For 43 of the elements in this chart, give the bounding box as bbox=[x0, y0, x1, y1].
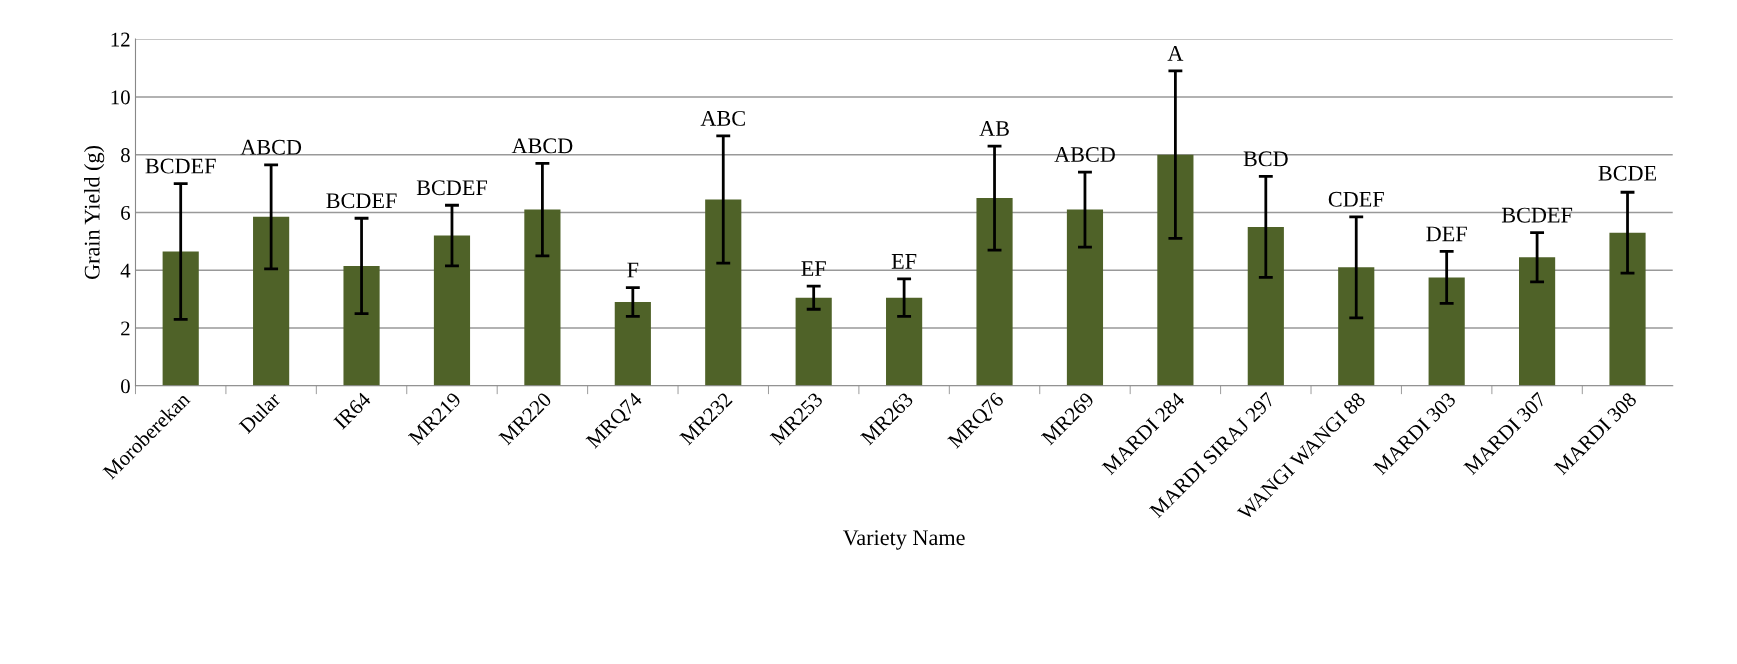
y-tick-label: 8 bbox=[121, 148, 130, 163]
bar bbox=[1428, 277, 1465, 386]
bar bbox=[1247, 226, 1284, 386]
annotation: DEF bbox=[1426, 226, 1467, 242]
annotation: ABCD bbox=[511, 138, 573, 154]
bar bbox=[705, 199, 742, 386]
annotation: EF bbox=[891, 254, 917, 269]
bar bbox=[253, 216, 290, 386]
annotation: BCDEF bbox=[416, 180, 487, 196]
annotation: ABC bbox=[700, 110, 745, 126]
bar bbox=[1066, 209, 1104, 386]
y-tick-label: 2 bbox=[121, 321, 130, 336]
annotation: BCDEF bbox=[326, 193, 397, 209]
y-axis-title: Grain Yield (g) bbox=[84, 145, 105, 280]
bar bbox=[976, 198, 1013, 386]
x-axis-title: Variety Name bbox=[842, 530, 965, 550]
bar bbox=[524, 209, 561, 386]
annotation: CDEF bbox=[1328, 191, 1384, 207]
annotation: BCDEF bbox=[1501, 207, 1573, 223]
annotation: BCD bbox=[1243, 151, 1288, 167]
y-tick-label: 4 bbox=[120, 263, 131, 278]
bar bbox=[886, 297, 923, 386]
bar bbox=[433, 235, 471, 386]
bar bbox=[1519, 257, 1556, 386]
y-tick-label: 0 bbox=[121, 379, 130, 394]
y-tick-label: 10 bbox=[111, 90, 130, 105]
bar bbox=[1338, 267, 1375, 386]
annotation: ABCD bbox=[240, 139, 302, 155]
annotation: AB bbox=[979, 121, 1009, 136]
annotation: A bbox=[1167, 45, 1184, 61]
y-tick-label: 12 bbox=[111, 32, 130, 47]
annotation: F bbox=[627, 262, 639, 278]
annotation: ABCD bbox=[1054, 147, 1115, 162]
bar bbox=[795, 297, 832, 386]
bar bbox=[343, 265, 380, 386]
bar bbox=[1609, 232, 1646, 386]
bar bbox=[162, 251, 199, 386]
annotation: BCDE bbox=[1598, 165, 1657, 181]
bar bbox=[1157, 154, 1194, 386]
annotation: BCDEF bbox=[145, 158, 216, 174]
annotation: EF bbox=[801, 261, 826, 276]
y-tick-label: 6 bbox=[121, 205, 130, 220]
bar bbox=[614, 302, 651, 386]
